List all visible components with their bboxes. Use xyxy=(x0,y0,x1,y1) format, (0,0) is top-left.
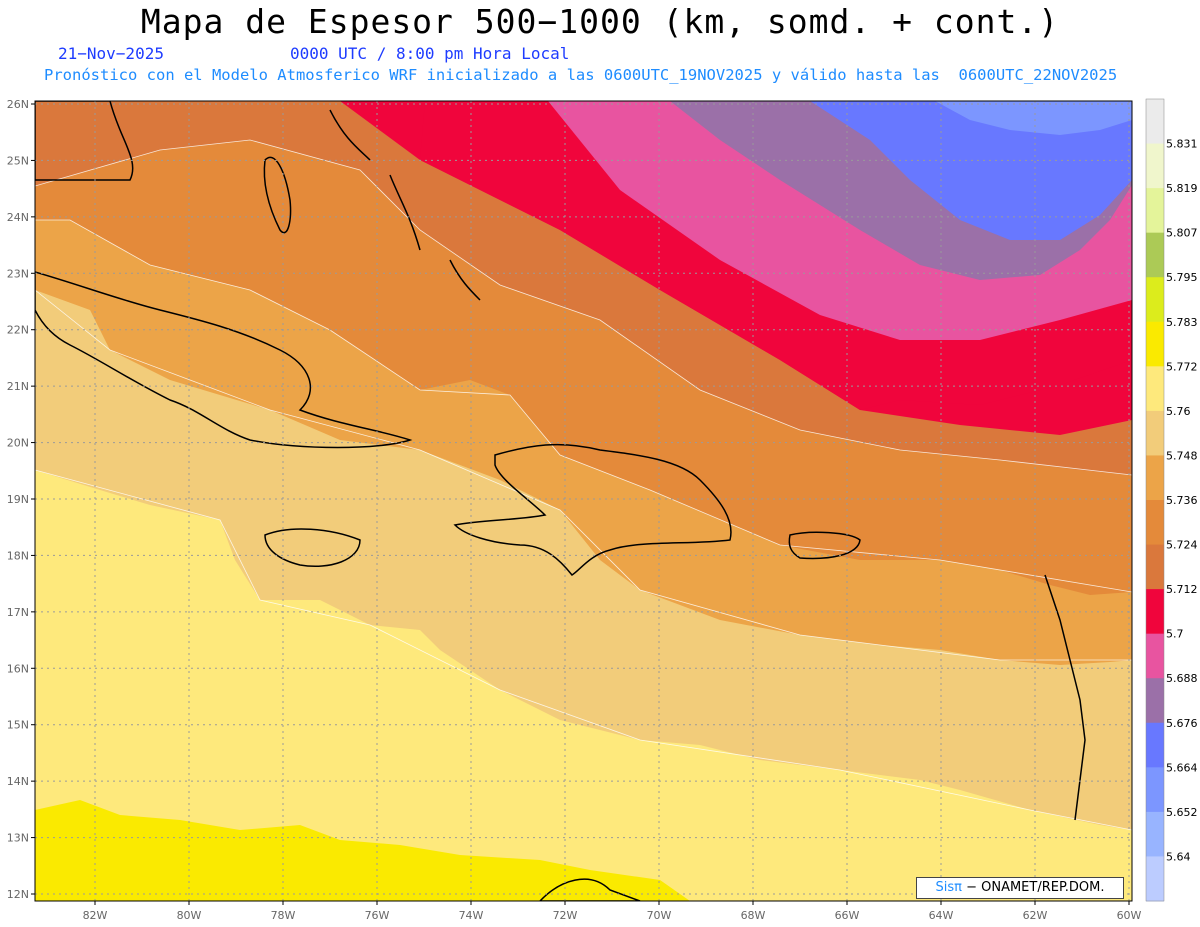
coast-bahamas-1 xyxy=(329,109,371,161)
colorbar-segment xyxy=(1146,767,1164,813)
coast-bahamas-3 xyxy=(449,259,481,301)
coast-lesser-antilles xyxy=(1044,574,1086,821)
lat-label: 16N xyxy=(7,662,29,675)
lon-label: 80W xyxy=(177,909,202,922)
colorbar-segment xyxy=(1146,455,1164,501)
coast-bahamas-2 xyxy=(389,174,421,251)
colorbar-segment xyxy=(1146,277,1164,323)
lon-label: 72W xyxy=(553,909,578,922)
lat-label: 20N xyxy=(7,437,29,450)
lat-label: 26N xyxy=(7,98,29,111)
thickness-band-5652 xyxy=(935,101,1132,135)
colorbar-frame xyxy=(1145,98,1165,902)
thickness-band-5760 xyxy=(35,470,1132,901)
colorbar-segment xyxy=(1146,143,1164,189)
colorbar-label: 5.748 xyxy=(1166,449,1198,462)
lat-label: 22N xyxy=(7,324,29,337)
colorbar-label: 5.819 xyxy=(1166,182,1198,195)
colorbar-segment xyxy=(1146,544,1164,590)
axis-ticks xyxy=(31,103,1130,905)
colorbar-segment xyxy=(1146,410,1164,456)
colorbar-label: 5.76 xyxy=(1166,405,1191,418)
colorbar-label: 5.688 xyxy=(1166,672,1198,685)
contour-lines xyxy=(35,139,1132,831)
colorbar-segment xyxy=(1146,99,1164,145)
colorbar-label: 5.676 xyxy=(1166,717,1198,730)
coast-jamaica xyxy=(264,528,361,567)
colorbar-segment xyxy=(1146,366,1164,412)
coast-cuba xyxy=(35,271,413,449)
thickness-band-5664 xyxy=(810,101,1132,240)
lat-label: 24N xyxy=(7,211,29,224)
colorbar-segment xyxy=(1146,722,1164,768)
lon-label: 60W xyxy=(1117,909,1142,922)
coast-florida xyxy=(35,101,134,181)
lat-label: 18N xyxy=(7,549,29,562)
colorbar-label: 5.652 xyxy=(1166,806,1198,819)
coast-andros xyxy=(263,156,292,234)
colorbar-segment xyxy=(1146,232,1164,278)
colorbar-label: 5.7 xyxy=(1166,628,1184,641)
coastlines xyxy=(35,101,1086,901)
lon-label: 78W xyxy=(271,909,296,922)
colorbar-segment xyxy=(1146,321,1164,367)
colorbar-label: 5.736 xyxy=(1166,494,1198,507)
colorbar-segment xyxy=(1146,856,1164,902)
lon-label: 62W xyxy=(1023,909,1048,922)
model-info: Pronóstico con el Modelo Atmosferico WRF… xyxy=(44,66,1118,84)
lat-label: 23N xyxy=(7,267,29,280)
colorbar-label: 5.724 xyxy=(1166,539,1198,552)
lon-label: 64W xyxy=(929,909,954,922)
colorbar: 5.831 5.819 5.807 5.795 5.783 5.772 5.76 5.748 5… xyxy=(1145,98,1198,902)
lat-label: 21N xyxy=(7,380,29,393)
forecast-time: 0000 UTC / 8:00 pm Hora Local xyxy=(290,44,570,63)
colorbar-label: 5.807 xyxy=(1166,227,1198,240)
colorbar-segment xyxy=(1146,678,1164,724)
colorbar-segment xyxy=(1146,188,1164,234)
lon-label: 70W xyxy=(647,909,672,922)
colorbar-label: 5.712 xyxy=(1166,583,1198,596)
colorbar-label: 5.772 xyxy=(1166,360,1198,373)
lat-label: 14N xyxy=(7,775,29,788)
lat-label: 25N xyxy=(7,154,29,167)
colorbar-segment xyxy=(1146,589,1164,635)
colorbar-segment xyxy=(1146,633,1164,679)
lon-label: 74W xyxy=(459,909,484,922)
forecast-date: 21−Nov−2025 xyxy=(58,44,164,63)
credit-box: Sisπ − ONAMET/REP.DOM. xyxy=(916,877,1124,899)
latitude-labels: 26N 25N 24N 23N 22N 21N 20N 19N 18N 17N 16N 15N 14N 1… xyxy=(7,98,29,901)
colorbar-label: 5.795 xyxy=(1166,271,1198,284)
lon-label: 68W xyxy=(741,909,766,922)
thickness-band-5772 xyxy=(35,800,690,901)
colorbar-segment xyxy=(1146,500,1164,546)
coast-puerto-rico xyxy=(788,531,861,560)
coast-hispaniola xyxy=(453,443,732,576)
colorbar-label: 5.783 xyxy=(1166,316,1198,329)
lat-label: 19N xyxy=(7,493,29,506)
colorbar-segment xyxy=(1146,811,1164,857)
colorbar-label: 5.831 xyxy=(1166,138,1198,151)
lon-label: 76W xyxy=(365,909,390,922)
lon-label: 66W xyxy=(835,909,860,922)
map-title: Mapa de Espesor 500−1000 (km, somd. + co… xyxy=(140,2,1060,41)
colorbar-label: 5.64 xyxy=(1166,850,1191,863)
longitude-labels: 82W 80W 78W 76W 74W 72W 70W 68W 66W 64W 62W 60W xyxy=(83,909,1142,922)
colorbar-label: 5.664 xyxy=(1166,761,1198,774)
lon-label: 82W xyxy=(83,909,108,922)
lat-label: 13N xyxy=(7,832,29,845)
map-area xyxy=(35,101,1132,901)
lat-label: 15N xyxy=(7,719,29,732)
lat-label: 12N xyxy=(7,888,29,901)
coast-south-america xyxy=(538,878,641,901)
lat-label: 17N xyxy=(7,606,29,619)
sispi-logo-text: Sisπ xyxy=(935,880,962,895)
map-frame xyxy=(34,100,1133,902)
graticule xyxy=(35,101,1132,901)
credit-text: − ONAMET/REP.DOM. xyxy=(961,880,1105,895)
